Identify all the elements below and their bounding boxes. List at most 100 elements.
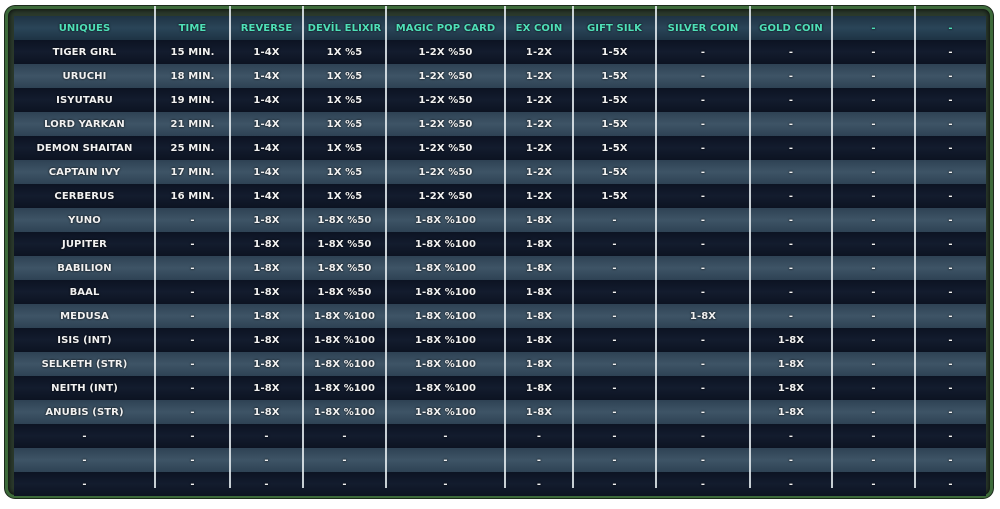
cell-extra-1: - xyxy=(871,190,876,202)
cell-reverse: 1-8X xyxy=(253,310,280,322)
cell-silver-coin: - xyxy=(700,334,706,346)
cell-uniques: URUCHI xyxy=(62,70,107,82)
cell-gift-silk: 1-5X xyxy=(601,94,628,106)
cell-extra-1: - xyxy=(871,454,876,466)
cell-magic-pop-card: 1-8X %100 xyxy=(414,214,477,226)
cell-time: 21 MIN. xyxy=(170,118,215,130)
cell-devil-elixir: 1-8X %50 xyxy=(317,286,372,298)
cell-uniques: ISIS (INT) xyxy=(57,334,112,346)
cell-silver-coin: - xyxy=(700,142,706,154)
cell-reverse: 1-4X xyxy=(253,118,280,130)
cell-gold-coin: - xyxy=(788,94,794,106)
column-divider xyxy=(154,6,156,488)
cell-devil-elixir: 1-8X %50 xyxy=(317,238,372,250)
cell-uniques: CAPTAIN IVY xyxy=(48,166,121,178)
cell-devil-elixir: 1X %5 xyxy=(326,166,363,178)
cell-gold-coin: 1-8X xyxy=(777,334,805,346)
cell-reverse: 1-8X xyxy=(253,382,280,394)
cell-reverse: 1-4X xyxy=(253,94,280,106)
column-divider xyxy=(504,6,506,488)
cell-gift-silk: - xyxy=(612,310,617,322)
cell-extra-1: - xyxy=(871,286,876,298)
cell-devil-elixir: 1X %5 xyxy=(326,142,363,154)
cell-silver-coin: - xyxy=(700,94,706,106)
cell-silver-coin: - xyxy=(700,166,706,178)
cell-ex-coin: 1-8X xyxy=(525,382,553,394)
cell-gift-silk: - xyxy=(612,406,617,418)
cell-reverse: 1-8X xyxy=(253,286,280,298)
cell-ex-coin: - xyxy=(536,478,542,490)
cell-gift-silk: - xyxy=(612,382,617,394)
cell-gold-coin: - xyxy=(788,142,794,154)
cell-ex-coin: 1-2X xyxy=(525,166,553,178)
cell-extra-1: - xyxy=(871,430,876,442)
cell-time: - xyxy=(190,310,195,322)
cell-time: 16 MIN. xyxy=(170,190,215,202)
cell-silver-coin: - xyxy=(700,214,706,226)
header-time: TIME xyxy=(178,22,207,34)
cell-magic-pop-card: 1-2X %50 xyxy=(418,190,473,202)
cell-reverse: 1-4X xyxy=(253,166,280,178)
cell-reverse: - xyxy=(264,478,269,490)
header-reverse: REVERSE xyxy=(240,22,293,34)
cell-reverse: 1-8X xyxy=(253,262,280,274)
cell-silver-coin: - xyxy=(700,478,706,490)
cell-ex-coin: 1-8X xyxy=(525,286,553,298)
cell-ex-coin: - xyxy=(536,454,542,466)
cell-extra-2: - xyxy=(948,430,953,442)
table-row: ANUBIS (STR) - 1-8X 1-8X %100 1-8X %100 1-8X -… xyxy=(14,400,986,424)
column-divider xyxy=(385,6,387,488)
column-divider xyxy=(302,6,304,488)
cell-reverse: 1-8X xyxy=(253,358,280,370)
cell-silver-coin: - xyxy=(700,382,706,394)
cell-uniques: ANUBIS (STR) xyxy=(45,406,124,418)
header-gift-silk: GIFT SILK xyxy=(586,22,642,34)
cell-gift-silk: 1-5X xyxy=(601,142,628,154)
cell-uniques: DEMON SHAITAN xyxy=(36,142,133,154)
cell-devil-elixir: 1-8X %50 xyxy=(317,262,372,274)
cell-reverse: 1-8X xyxy=(253,238,280,250)
cell-gift-silk: 1-5X xyxy=(601,70,628,82)
cell-uniques: YUNO xyxy=(68,214,101,226)
cell-devil-elixir: 1-8X %100 xyxy=(313,406,376,418)
cell-time: - xyxy=(190,358,195,370)
table-row: ----------- xyxy=(14,472,986,496)
table-row: BAAL - 1-8X 1-8X %50 1-8X %100 1-8X - - - - - xyxy=(14,280,986,304)
cell-gold-coin: - xyxy=(788,238,794,250)
cell-uniques: NEITH (INT) xyxy=(51,382,118,394)
cell-gold-coin: - xyxy=(788,454,794,466)
table-row: CERBERUS 16 MIN. 1-4X 1X %5 1-2X %50 1-2X 1-5X… xyxy=(14,184,986,208)
cell-devil-elixir: 1-8X %100 xyxy=(313,382,376,394)
column-divider xyxy=(229,6,231,488)
table-row: LORD YARKAN 21 MIN. 1-4X 1X %5 1-2X %50 1-2X 1… xyxy=(14,112,986,136)
cell-gold-coin: - xyxy=(788,262,794,274)
cell-devil-elixir: 1-8X %50 xyxy=(317,214,372,226)
cell-extra-2: - xyxy=(948,190,953,202)
cell-extra-1: - xyxy=(871,310,876,322)
column-divider xyxy=(831,6,833,488)
cell-extra-2: - xyxy=(948,382,953,394)
table-row: ----------- xyxy=(14,424,986,448)
cell-magic-pop-card: - xyxy=(443,454,448,466)
header-magic-pop-card: MAGIC POP CARD xyxy=(395,22,496,34)
cell-time: 18 MIN. xyxy=(170,70,215,82)
cell-extra-2: - xyxy=(948,46,953,58)
cell-gift-silk: 1-5X xyxy=(601,166,628,178)
cell-uniques: - xyxy=(82,478,87,490)
cell-devil-elixir: 1-8X %100 xyxy=(313,310,376,322)
table-row: ISYUTARU 19 MIN. 1-4X 1X %5 1-2X %50 1-2X 1-5X… xyxy=(14,88,986,112)
cell-time: - xyxy=(190,478,195,490)
cell-magic-pop-card: 1-8X %100 xyxy=(414,406,477,418)
cell-uniques: BAAL xyxy=(69,286,100,298)
cell-gift-silk: 1-5X xyxy=(601,190,628,202)
cell-devil-elixir: - xyxy=(342,430,347,442)
table-row: ISIS (INT) - 1-8X 1-8X %100 1-8X %100 1-8X - - 1… xyxy=(14,328,986,352)
cell-gold-coin: - xyxy=(788,214,794,226)
cell-uniques: JUPITER xyxy=(62,238,107,250)
cell-uniques: CERBERUS xyxy=(54,190,115,202)
cell-reverse: 1-4X xyxy=(253,46,280,58)
table-row: SELKETH (STR) - 1-8X 1-8X %100 1-8X %100 1-8X… xyxy=(14,352,986,376)
cell-extra-2: - xyxy=(948,70,953,82)
cell-ex-coin: 1-2X xyxy=(525,70,553,82)
cell-time: - xyxy=(190,382,195,394)
